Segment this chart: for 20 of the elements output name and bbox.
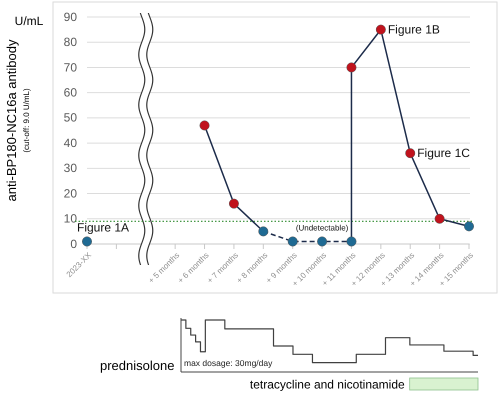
annotation: max dosage: 30mg/day [184, 358, 274, 368]
y-tick-label: 60 [64, 86, 78, 100]
y-axis-title: anti-BP180-NC16a antibody [4, 39, 19, 202]
y-tick-label: 90 [64, 10, 78, 24]
y-tick-label: 10 [64, 212, 78, 226]
y-tick-label: 0 [70, 236, 78, 251]
annotation: Figure 1A [77, 220, 130, 234]
y-tick-label: 40 [64, 136, 78, 150]
y-tick-label: 50 [64, 110, 78, 125]
annotation: Figure 1B [388, 22, 440, 37]
text: (cut-off: 9.0 U/mL) [22, 88, 31, 153]
text: tetracycline and nicotinamide [250, 378, 406, 392]
y-tick-label: 80 [64, 35, 78, 50]
annotation: (Undetectable) [296, 223, 349, 232]
annotation: Figure 1C [417, 146, 470, 160]
y-tick-label: 70 [64, 60, 78, 74]
y-axis-title: prednisolone [100, 358, 174, 373]
text: U/mL [14, 14, 44, 28]
y-tick-label: 20 [64, 186, 78, 200]
y-tick-label: 30 [64, 161, 78, 176]
